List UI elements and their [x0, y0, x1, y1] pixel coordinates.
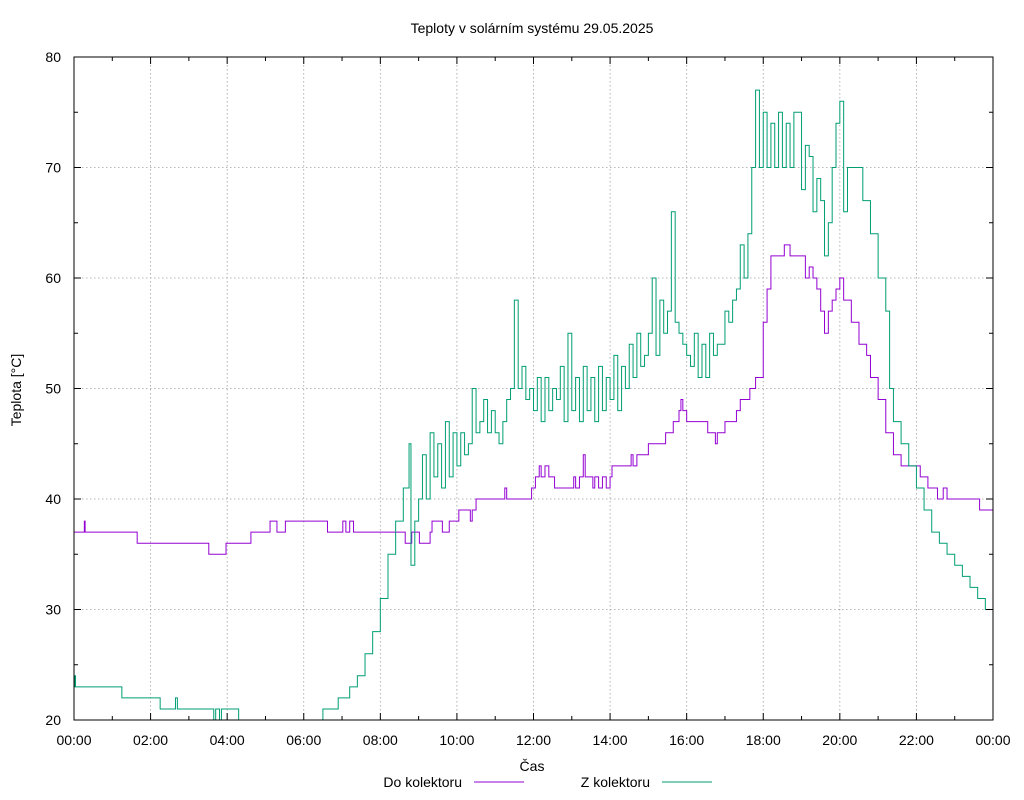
x-tick-label: 22:00 [899, 732, 934, 748]
y-tick-label: 20 [45, 712, 61, 728]
x-tick-label: 10:00 [439, 732, 474, 748]
x-tick-label: 20:00 [822, 732, 857, 748]
y-axis-label: Teplota [°C] [8, 354, 24, 427]
y-tick-label: 40 [45, 491, 61, 507]
x-axis-label: Čas [520, 758, 545, 774]
x-tick-label: 00:00 [975, 732, 1010, 748]
y-tick-label: 30 [45, 602, 61, 618]
x-tick-label: 14:00 [593, 732, 628, 748]
series-line-1 [74, 244, 993, 555]
y-tick-label: 60 [45, 270, 61, 286]
x-tick-label: 12:00 [516, 732, 551, 748]
y-tick-label: 50 [45, 381, 61, 397]
legend-label: Do kolektoru [383, 774, 462, 790]
x-tick-label: 04:00 [210, 732, 245, 748]
series-layer [74, 89, 993, 720]
y-tick-label: 80 [45, 49, 61, 65]
tick-layer: 20 30 40 50 60 70 80 00:00 02:00 04:00 06:00 08:00 1… [45, 49, 1010, 748]
chart-title: Teploty v solárním systému 29.05.2025 [411, 20, 654, 36]
x-tick-label: 18:00 [746, 732, 781, 748]
x-tick-label: 06:00 [286, 732, 321, 748]
legend-label: Z kolektoru [581, 774, 650, 790]
x-tick-label: 00:00 [56, 732, 91, 748]
legend: Do kolektoru Z kolektoru [383, 774, 712, 790]
x-tick-label: 08:00 [363, 732, 398, 748]
y-tick-label: 70 [45, 160, 61, 176]
x-tick-label: 02:00 [133, 732, 168, 748]
grid-layer [74, 57, 993, 720]
series-line-2 [74, 89, 993, 720]
x-tick-label: 16:00 [669, 732, 704, 748]
